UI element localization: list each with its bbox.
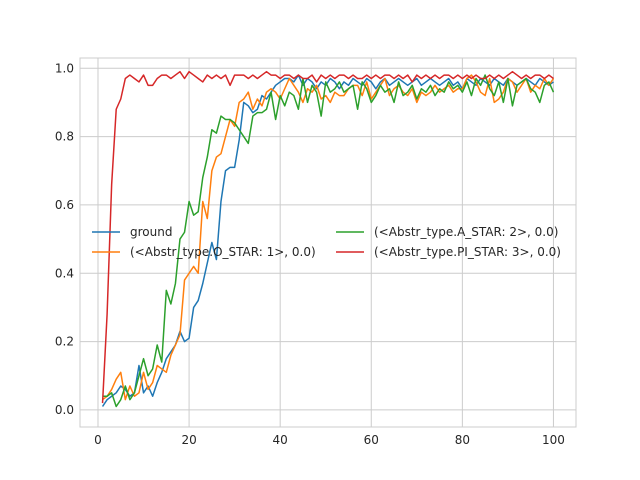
y-tick-label: 0.8 (55, 130, 74, 144)
legend-label-2: (<Abstr_type.A_STAR: 2>, 0.0) (374, 225, 558, 239)
x-tick-label: 20 (181, 433, 196, 447)
x-tick-label: 80 (455, 433, 470, 447)
y-tick-label: 0.2 (55, 335, 74, 349)
series-line-2 (102, 74, 555, 408)
series-layer (101, 70, 555, 408)
series-line-3 (101, 70, 554, 404)
grid (80, 58, 576, 427)
series-line-1 (102, 74, 555, 401)
y-tick-label: 1.0 (55, 61, 74, 75)
y-tick-label: 0.4 (55, 266, 74, 280)
x-tick-label: 40 (273, 433, 288, 447)
legend: ground (<Abstr_type.O_STAR: 1>, 0.0) (<Abs… (92, 225, 561, 259)
x-tick-label: 60 (364, 433, 379, 447)
y-tick-label: 0.6 (55, 198, 74, 212)
legend-label-3: (<Abstr_type.PI_STAR: 3>, 0.0) (374, 245, 561, 259)
y-tick-label: 0.0 (55, 403, 74, 417)
x-tick-label: 100 (542, 433, 565, 447)
x-tick-label: 0 (94, 433, 102, 447)
plot-area (80, 58, 576, 427)
plot-frame (79, 57, 577, 428)
legend-label-0: ground (130, 225, 172, 239)
legend-label-1: (<Abstr_type.O_STAR: 1>, 0.0) (130, 245, 316, 259)
tick-labels: 0 20 40 60 80 100 0.0 0.2 0.4 0.6 0.8 1.0 (55, 61, 565, 447)
